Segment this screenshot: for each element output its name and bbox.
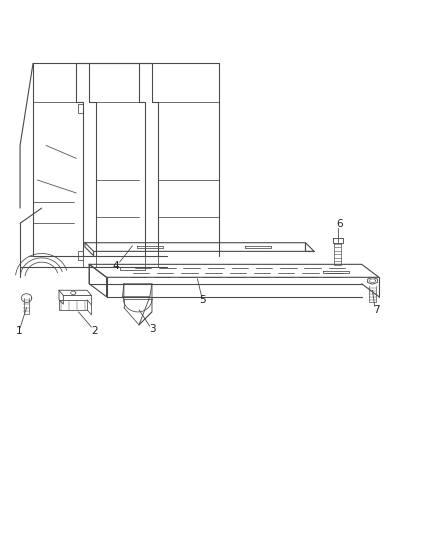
Text: 7: 7 (373, 305, 379, 315)
Text: 2: 2 (91, 326, 98, 335)
Text: 6: 6 (336, 219, 343, 229)
Text: 3: 3 (149, 324, 156, 334)
Text: 4: 4 (113, 261, 120, 271)
Text: 1: 1 (15, 326, 22, 336)
Text: 5: 5 (199, 295, 206, 305)
